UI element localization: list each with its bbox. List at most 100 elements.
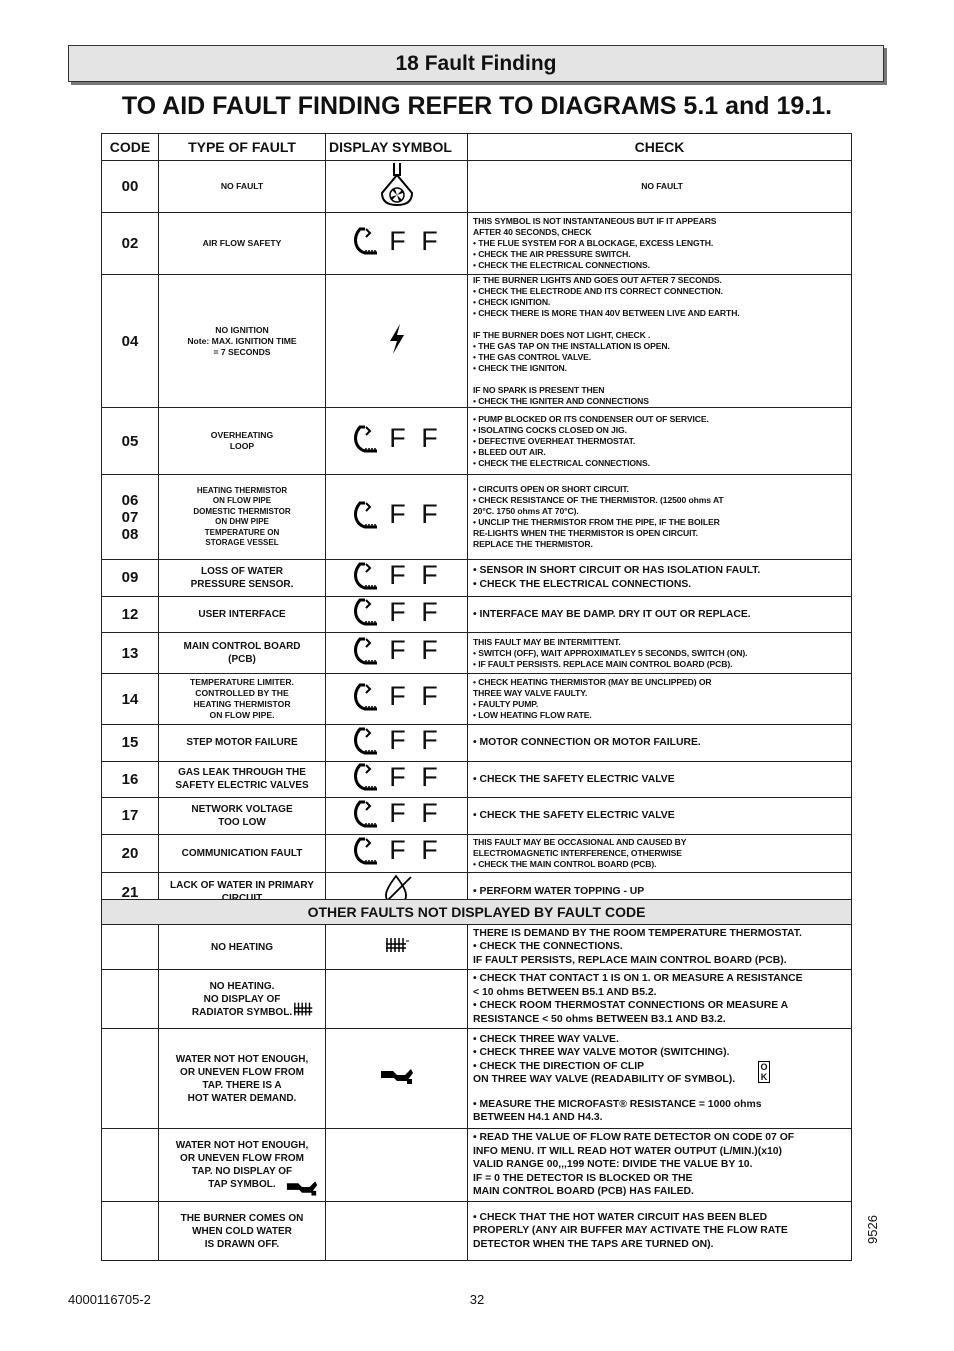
display-text: F F [389, 835, 442, 866]
text-line: < 10 ohms BETWEEN B5.1 AND B5.2. [473, 986, 657, 998]
fault-code-table: CODE TYPE OF FAULT DISPLAY SYMBOL CHECK 00 N… [101, 133, 852, 913]
text-cell: 13 [101, 632, 159, 674]
text-cell: • CIRCUITS OPEN OR SHORT CIRCUIT. • CHECK… [467, 474, 852, 560]
text-line: NO FAULT [220, 181, 264, 191]
text-cell: AIR FLOW SAFETY [158, 212, 326, 275]
text-cell: STEP MOTOR FAILURE [158, 724, 326, 762]
text-line: • THE GAS TAP ON THE INSTALLATION IS OPE… [473, 341, 670, 351]
text-cell: WATER NOT HOT ENOUGH, OR UNEVEN FLOW FROM… [158, 1028, 326, 1129]
text-line: • IF FAULT PERSISTS. REPLACE MAIN CONTRO… [473, 658, 733, 669]
text-line: 06 [121, 491, 139, 509]
text-line: OVERHEATING [210, 430, 274, 440]
text-line: • CHECK THAT THE HOT WATER CIRCUIT HAS B… [473, 1211, 768, 1223]
text-line: STORAGE VESSEL [205, 538, 279, 547]
text-line: • CHECK THE DIRECTION OF CLIP [473, 1060, 645, 1072]
text-line: HEATING THERMISTOR [196, 485, 288, 495]
text-line: THIS FAULT MAY BE OCCASIONAL AND CAUSED … [473, 836, 687, 847]
text-line: • READ THE VALUE OF FLOW RATE DETECTOR O… [473, 1132, 795, 1144]
text-line: 20 [121, 844, 139, 862]
paragraph: • MEASURE THE MICROFAST® RESISTANCE = 10… [473, 1098, 851, 1125]
display-text: F F [389, 499, 442, 530]
text-cell: THE BURNER COMES ON WHEN COLD WATER IS DRA… [158, 1201, 326, 1261]
display-text: F F [389, 423, 442, 454]
text-line: WATER NOT HOT ENOUGH, [175, 1140, 309, 1151]
text-line: PROPERLY (ANY AIR BUFFER MAY ACTIVATE TH… [473, 1225, 788, 1237]
display-text: F F [389, 725, 442, 755]
display-symbol [325, 160, 468, 213]
text-cell: • PUMP BLOCKED OR ITS CONDENSER OUT OF S… [467, 407, 852, 475]
text-line: OR UNEVEN FLOW FROM [180, 1153, 304, 1164]
paragraph: IF NO SPARK IS PRESENT THEN • CHECK THE I… [473, 385, 851, 407]
text-line: IF FAULT PERSISTS, REPLACE MAIN CONTROL … [473, 954, 787, 966]
text-line: 13 [121, 644, 139, 662]
text-line: • CHECK HEATING THERMISTOR (MAY BE UNCLI… [473, 677, 712, 687]
text-line: IS DRAWN OFF. [204, 1238, 280, 1250]
display-symbol [325, 1028, 468, 1129]
text-line: REPLACE THE THERMISTOR. [473, 539, 593, 549]
text-line: • BLEED OUT AIR. [473, 446, 546, 457]
text-line: TAP SYMBOL. [208, 1179, 276, 1190]
section-header: 18 Fault Finding [68, 45, 884, 82]
page-heading: TO AID FAULT FINDING REFER TO DIAGRAMS 5… [121, 92, 833, 120]
text-cell: OVERHEATING LOOP [158, 407, 326, 475]
other-faults-table: OTHER FAULTS NOT DISPLAYED BY FAULT CODE… [100, 899, 853, 1261]
text-line: NO HEATING. [209, 980, 275, 992]
text-line: NO DISPLAY OF [203, 993, 281, 1005]
text-line: 08 [121, 525, 139, 543]
text-line: IF THE BURNER DOES NOT LIGHT, CHECK . [473, 330, 651, 340]
text-line: • LOW HEATING FLOW RATE. [473, 710, 592, 720]
text-line: HOT WATER DEMAND. [187, 1092, 297, 1104]
radiator-icon [293, 1002, 313, 1016]
text-line: RADIATOR SYMBOL. [191, 1006, 293, 1018]
text-line: O [760, 1062, 768, 1072]
display-text: F F [389, 635, 442, 666]
text-line: IF NO SPARK IS PRESENT THEN [473, 385, 605, 395]
text-cell: 14 [101, 673, 159, 725]
text-cell: NO HEATING [158, 924, 326, 970]
text-line: • CHECK RESISTANCE OF THE THERMISTOR. (1… [473, 495, 724, 505]
text-cell: NO FAULT [158, 160, 326, 213]
text-line: 02 [121, 235, 139, 252]
text-line: AIR FLOW SAFETY [202, 238, 282, 248]
text-line: TEMPERATURE LIMITER. [190, 677, 294, 687]
text-cell: • CHECK THREE WAY VALVE. • CHECK THREE WA… [473, 1033, 851, 1125]
text-line: • CHECK THE SAFETY ELECTRIC VALVE [473, 810, 675, 821]
text-line: • CHECK THE SAFETY ELECTRIC VALVE [473, 773, 675, 785]
text-cell: • INTERFACE MAY BE DAMP. DRY IT OUT OR R… [467, 595, 852, 633]
text-line: AFTER 40 SECONDS, CHECK [473, 227, 592, 237]
text-line: HEATING THERMISTOR [193, 699, 291, 709]
text-line: (PCB) [228, 654, 256, 665]
text-line: TAP. NO DISPLAY OF [191, 1166, 293, 1177]
text-cell: 02 [101, 212, 159, 275]
display-symbol [325, 924, 468, 970]
text-cell: NO FAULT [467, 160, 852, 213]
text-cell: USER INTERFACE [158, 595, 326, 633]
text-line: • PERFORM WATER TOPPING - UP [473, 886, 645, 898]
text-line: MAIN CONTROL BOARD [183, 641, 301, 652]
text-line: 04 [121, 332, 139, 350]
text-line: • CHECK THE ELECTRICAL CONNECTIONS. [473, 260, 650, 270]
text-line: • CHECK ROOM THERMOSTAT CONNECTIONS OR M… [473, 1000, 789, 1011]
text-cell: • CHECK THE SAFETY ELECTRIC VALVE [467, 797, 852, 835]
text-cell: 12 [101, 595, 159, 633]
text-line: • CHECK THE IGNITON. [473, 363, 567, 373]
text-line: TAP. THERE IS A [202, 1079, 282, 1091]
text-line: • CHECK THAT CONTACT 1 IS ON 1. OR MEASU… [473, 973, 803, 984]
text-line: • CHECK THERE IS MORE THAN 40V BETWEEN L… [473, 308, 740, 318]
display-text: F F [389, 798, 442, 828]
text-line: IF = 0 THE DETECTOR IS BLOCKED OR THE [473, 1172, 693, 1184]
text-line: NO IGNITION [215, 324, 269, 335]
column-header: DISPLAY SYMBOL [325, 133, 468, 161]
text-cell: NETWORK VOLTAGE TOO LOW [158, 797, 326, 835]
text-cell: TEMPERATURE LIMITER. CONTROLLED BY THE HEA… [158, 673, 326, 725]
text-line: ON THREE WAY VALVE (READABILITY OF SYMBO… [473, 1074, 736, 1085]
text-line: 20°C. 1750 ohms AT 70°C). [473, 506, 579, 516]
text-line: IF THE BURNER LIGHTS AND GOES OUT AFTER … [473, 275, 722, 285]
text-line: VALID RANGE 00,,,199 NOTE: DIVIDE THE VA… [473, 1159, 753, 1171]
text-line: K [760, 1072, 768, 1082]
paragraph: HEATING THERMISTOR ON FLOW PIPE [159, 486, 325, 507]
text-line: CIRCUIT [221, 893, 263, 904]
reference-number: 9526 [864, 1215, 880, 1244]
text-line: 12 [121, 605, 139, 623]
